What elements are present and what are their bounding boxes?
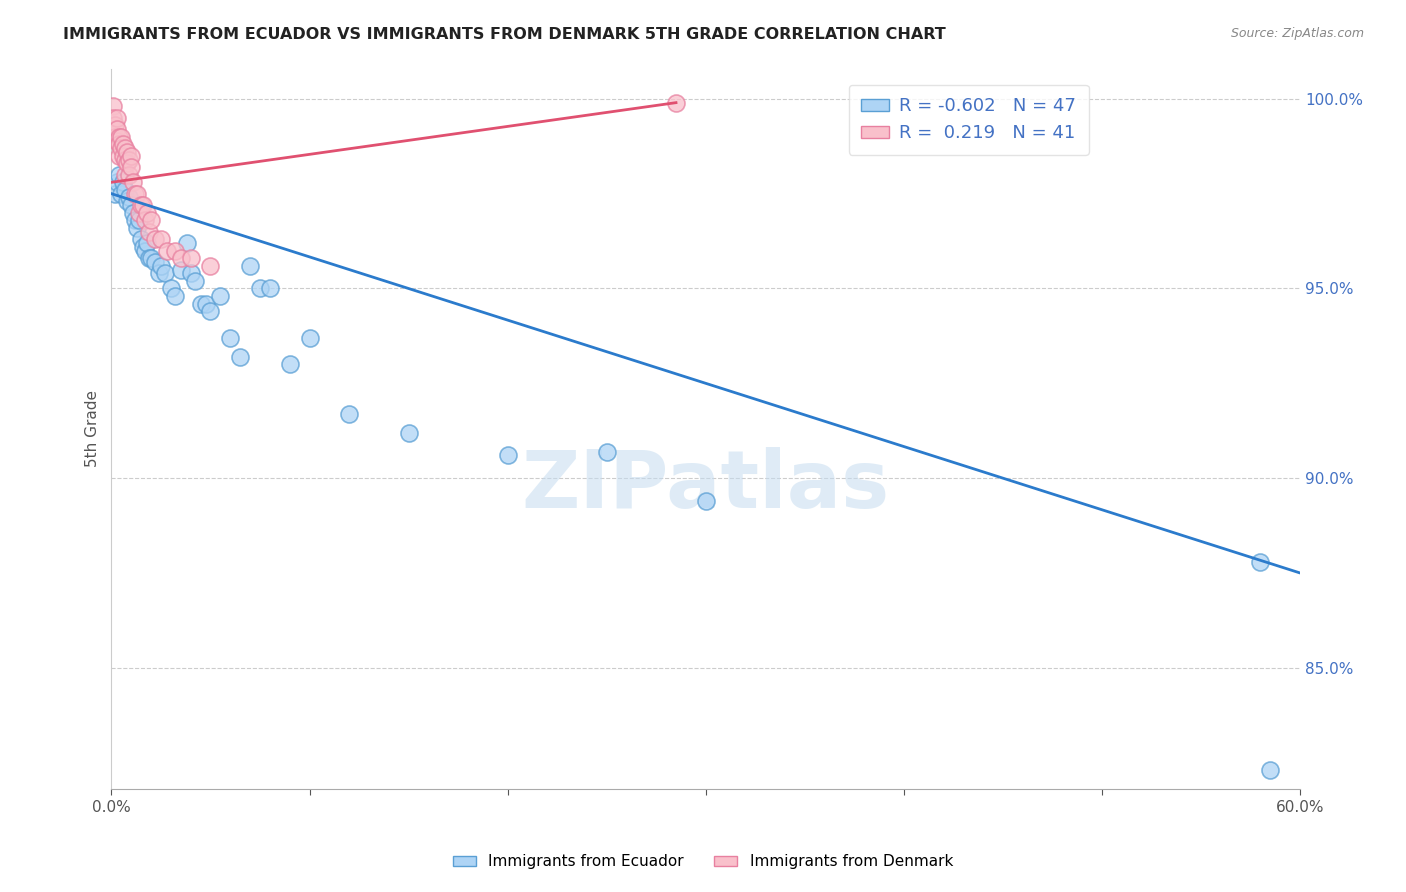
Point [108, 168, 131, 182]
Point [156, 244, 179, 258]
Point [128, 213, 150, 227]
Point [170, 251, 193, 265]
Point [129, 232, 152, 246]
Point [110, 141, 132, 155]
Point [127, 220, 149, 235]
Point [298, 331, 321, 345]
Point [120, 198, 142, 212]
Point [229, 350, 252, 364]
Point [139, 251, 162, 265]
Point [148, 266, 170, 280]
Point [1249, 555, 1271, 569]
Text: Source: ZipAtlas.com: Source: ZipAtlas.com [1230, 27, 1364, 40]
Point [249, 281, 271, 295]
Point [104, 119, 127, 133]
Point [104, 129, 127, 144]
Point [170, 262, 193, 277]
Point [103, 99, 125, 113]
Point [219, 331, 242, 345]
Point [128, 205, 150, 219]
Point [180, 266, 202, 280]
Point [138, 225, 160, 239]
Point [105, 122, 128, 136]
Point [200, 304, 222, 318]
Point [122, 205, 145, 219]
Point [209, 289, 232, 303]
Point [117, 145, 139, 159]
Point [132, 198, 155, 212]
Y-axis label: 5th Grade: 5th Grade [86, 391, 100, 467]
Point [132, 240, 155, 254]
Legend: Immigrants from Ecuador, Immigrants from Denmark: Immigrants from Ecuador, Immigrants from… [447, 848, 959, 875]
Point [110, 129, 132, 144]
Point [143, 255, 166, 269]
Point [183, 274, 205, 288]
Point [127, 186, 149, 201]
Point [139, 213, 162, 227]
Point [124, 213, 146, 227]
Point [149, 259, 172, 273]
Point [118, 153, 141, 167]
Point [160, 281, 183, 295]
Point [163, 289, 186, 303]
Text: IMMIGRANTS FROM ECUADOR VS IMMIGRANTS FROM DENMARK 5TH GRADE CORRELATION CHART: IMMIGRANTS FROM ECUADOR VS IMMIGRANTS FR… [63, 27, 946, 42]
Point [108, 149, 131, 163]
Point [665, 95, 688, 110]
Point [108, 137, 131, 152]
Point [122, 175, 145, 189]
Point [337, 407, 360, 421]
Point [595, 444, 617, 458]
Point [105, 175, 128, 189]
Point [134, 213, 156, 227]
Point [143, 232, 166, 246]
Point [117, 156, 139, 170]
Point [112, 175, 135, 189]
Point [112, 137, 135, 152]
Point [153, 266, 176, 280]
Point [118, 168, 141, 182]
Point [104, 186, 127, 201]
Point [1258, 763, 1281, 777]
Point [114, 153, 136, 167]
Point [200, 259, 222, 273]
Point [105, 111, 128, 125]
Point [259, 281, 281, 295]
Point [695, 494, 717, 508]
Point [496, 449, 519, 463]
Point [138, 251, 160, 265]
Point [114, 183, 136, 197]
Point [136, 235, 159, 250]
Point [278, 357, 301, 371]
Point [195, 296, 218, 310]
Point [239, 259, 262, 273]
Point [190, 296, 212, 310]
Point [124, 186, 146, 201]
Point [103, 111, 125, 125]
Point [149, 232, 172, 246]
Legend: R = -0.602   N = 47, R =  0.219   N = 41: R = -0.602 N = 47, R = 0.219 N = 41 [849, 85, 1088, 155]
Point [108, 129, 131, 144]
Point [118, 190, 141, 204]
Point [114, 141, 136, 155]
Point [120, 149, 142, 163]
Point [163, 244, 186, 258]
Point [136, 205, 159, 219]
Point [117, 194, 139, 209]
Point [180, 251, 202, 265]
Point [398, 425, 420, 440]
Point [120, 160, 142, 174]
Point [105, 134, 128, 148]
Text: ZIPatlas: ZIPatlas [522, 448, 890, 525]
Point [129, 198, 152, 212]
Point [110, 186, 132, 201]
Point [176, 235, 198, 250]
Point [114, 168, 136, 182]
Point [134, 244, 156, 258]
Point [112, 149, 135, 163]
